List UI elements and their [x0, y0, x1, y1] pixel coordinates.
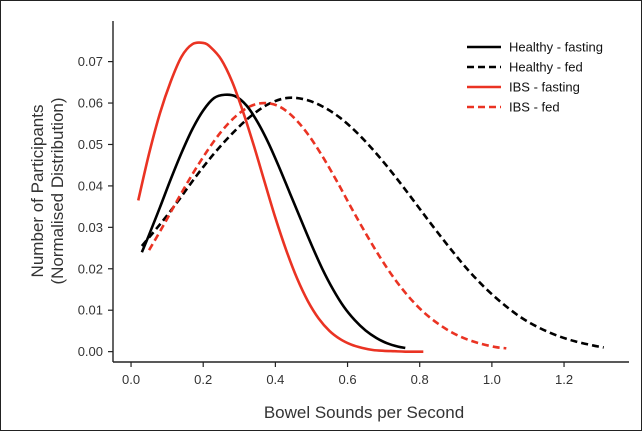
y-tick-label: 0.05: [78, 137, 103, 152]
series-line-healthy-fed: [140, 96, 604, 349]
y-tick-label: 0.03: [78, 220, 103, 235]
x-tick-label: 0.0: [122, 372, 140, 387]
x-tick-label: 0.2: [194, 372, 212, 387]
legend-label-ibs-fasting: IBS - fasting: [509, 80, 580, 95]
legend-label-ibs-fed: IBS - fed: [509, 100, 560, 115]
y-tick-label: 0.01: [78, 303, 103, 318]
legend-label-healthy-fed: Healthy - fed: [509, 60, 583, 75]
x-tick-label: 0.8: [411, 372, 429, 387]
x-axis-label: Bowel Sounds per Second: [264, 403, 464, 422]
y-tick-label: 0.07: [78, 54, 103, 69]
y-tick-label: 0.00: [78, 344, 103, 359]
series-line-ibs-fed: [147, 101, 507, 350]
legend-label-healthy-fasting: Healthy - fasting: [509, 40, 603, 55]
x-tick-label: 0.4: [266, 372, 284, 387]
axes: [112, 21, 629, 363]
series-layer: [136, 41, 604, 353]
x-tick-label: 0.6: [339, 372, 357, 387]
y-axis-ticks: 0.00 0.01 0.02 0.03 0.04 0.05 0.06 0.07: [78, 54, 113, 359]
y-tick-label: 0.06: [78, 96, 103, 111]
x-tick-label: 1.0: [483, 372, 501, 387]
series-line-healthy-fasting: [140, 93, 406, 350]
x-axis-ticks: 0.0 0.2 0.4 0.6 0.8 1.0 1.2: [122, 362, 573, 387]
x-tick-label: 1.2: [555, 372, 573, 387]
y-axis-label-line2: (Normalised Distribution): [48, 97, 67, 284]
series-line-ibs-fasting: [136, 41, 424, 353]
y-tick-label: 0.02: [78, 261, 103, 276]
y-axis-label-line1: Number of Participants: [28, 105, 47, 278]
y-tick-label: 0.04: [78, 178, 103, 193]
legend: Healthy - fasting Healthy - fed IBS - fast…: [467, 40, 603, 115]
